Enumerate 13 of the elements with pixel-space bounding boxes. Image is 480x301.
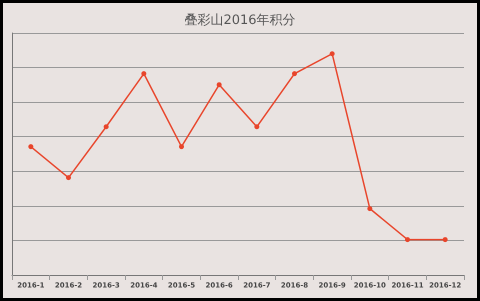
point [216,82,222,88]
point [254,124,260,130]
point [141,71,146,76]
point [179,144,184,150]
point [66,175,71,180]
chart-title: 叠彩山2016年积分 [184,13,296,28]
point [330,51,335,56]
point [405,237,410,242]
point [367,206,372,212]
point [104,124,109,130]
point [292,71,297,76]
point [28,144,34,150]
point [442,237,448,242]
